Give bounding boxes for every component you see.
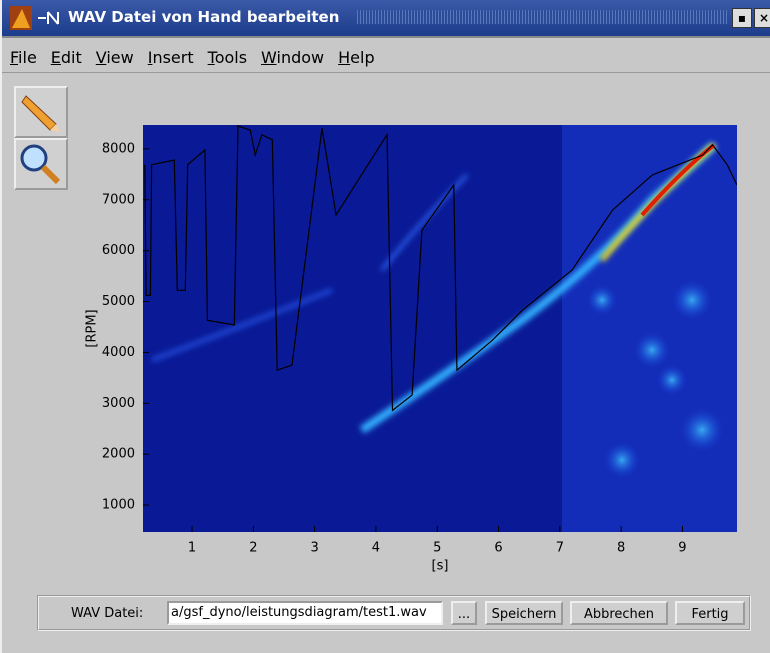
- browse-button[interactable]: ...: [451, 601, 477, 625]
- magnifier-icon: [20, 144, 61, 185]
- menu-item[interactable]: Edit: [50, 48, 82, 67]
- y-axis-label: [RPM]: [85, 309, 100, 347]
- action-button[interactable]: Fertig: [675, 601, 745, 625]
- menu-item[interactable]: Window: [261, 48, 325, 67]
- menu-item[interactable]: Help: [338, 48, 375, 67]
- x-tick-label: 7: [556, 541, 564, 556]
- action-button[interactable]: Speichern: [485, 601, 563, 625]
- x-tick-label: 3: [311, 541, 319, 556]
- x-tick-label: 4: [372, 541, 380, 556]
- x-axis-label: [s]: [432, 559, 449, 574]
- rpm-trace: [144, 125, 737, 412]
- y-tick-label: 5000: [102, 294, 135, 309]
- zoom-tool[interactable]: [14, 138, 68, 190]
- window-title: WAV Datei von Hand bearbeiten: [68, 8, 340, 26]
- title-pattern: [357, 10, 727, 24]
- menu-bar: File Edit View Insert Tools Window Help: [2, 40, 770, 73]
- y-tick-label: 4000: [102, 345, 135, 360]
- edit-tool[interactable]: [14, 86, 68, 138]
- file-label: WAV Datei:: [71, 606, 144, 621]
- pencil-icon: [21, 95, 60, 132]
- menu-item[interactable]: Tools: [207, 48, 248, 67]
- spectrogram: [143, 125, 737, 532]
- menu-item[interactable]: View: [95, 48, 134, 67]
- menu-item[interactable]: Insert: [147, 48, 194, 67]
- x-tick-label: 1: [188, 541, 196, 556]
- title-bar: WAV Datei von Hand bearbeiten ▪ ×: [2, 0, 770, 38]
- x-tick-label: 6: [494, 541, 502, 556]
- y-tick-label: 1000: [102, 498, 135, 513]
- close-button[interactable]: ×: [754, 8, 770, 28]
- y-tick-label: 6000: [102, 243, 135, 258]
- y-tick-label: 2000: [102, 447, 135, 462]
- x-tick-label: 5: [433, 541, 441, 556]
- x-tick-label: 9: [678, 541, 686, 556]
- y-tick-label: 3000: [102, 396, 135, 411]
- window-icon: [10, 6, 59, 30]
- control-panel: WAV Datei: a/gsf_dyno/leistungsdiagram/t…: [37, 595, 751, 631]
- x-tick-label: 2: [249, 541, 257, 556]
- chart: 1 2 3 4 5 6 7 8 9 1000 2000 3000 4000 5000 6000 7000 800…: [85, 125, 737, 574]
- y-tick-label: 8000: [102, 141, 135, 156]
- minimize-button[interactable]: ▪: [732, 8, 752, 28]
- y-tick-label: 7000: [102, 192, 135, 207]
- file-path-input[interactable]: a/gsf_dyno/leistungsdiagram/test1.wav: [167, 601, 443, 625]
- menu-item[interactable]: File: [10, 48, 37, 67]
- action-button[interactable]: Abbrechen: [570, 601, 668, 625]
- x-tick-label: 8: [617, 541, 625, 556]
